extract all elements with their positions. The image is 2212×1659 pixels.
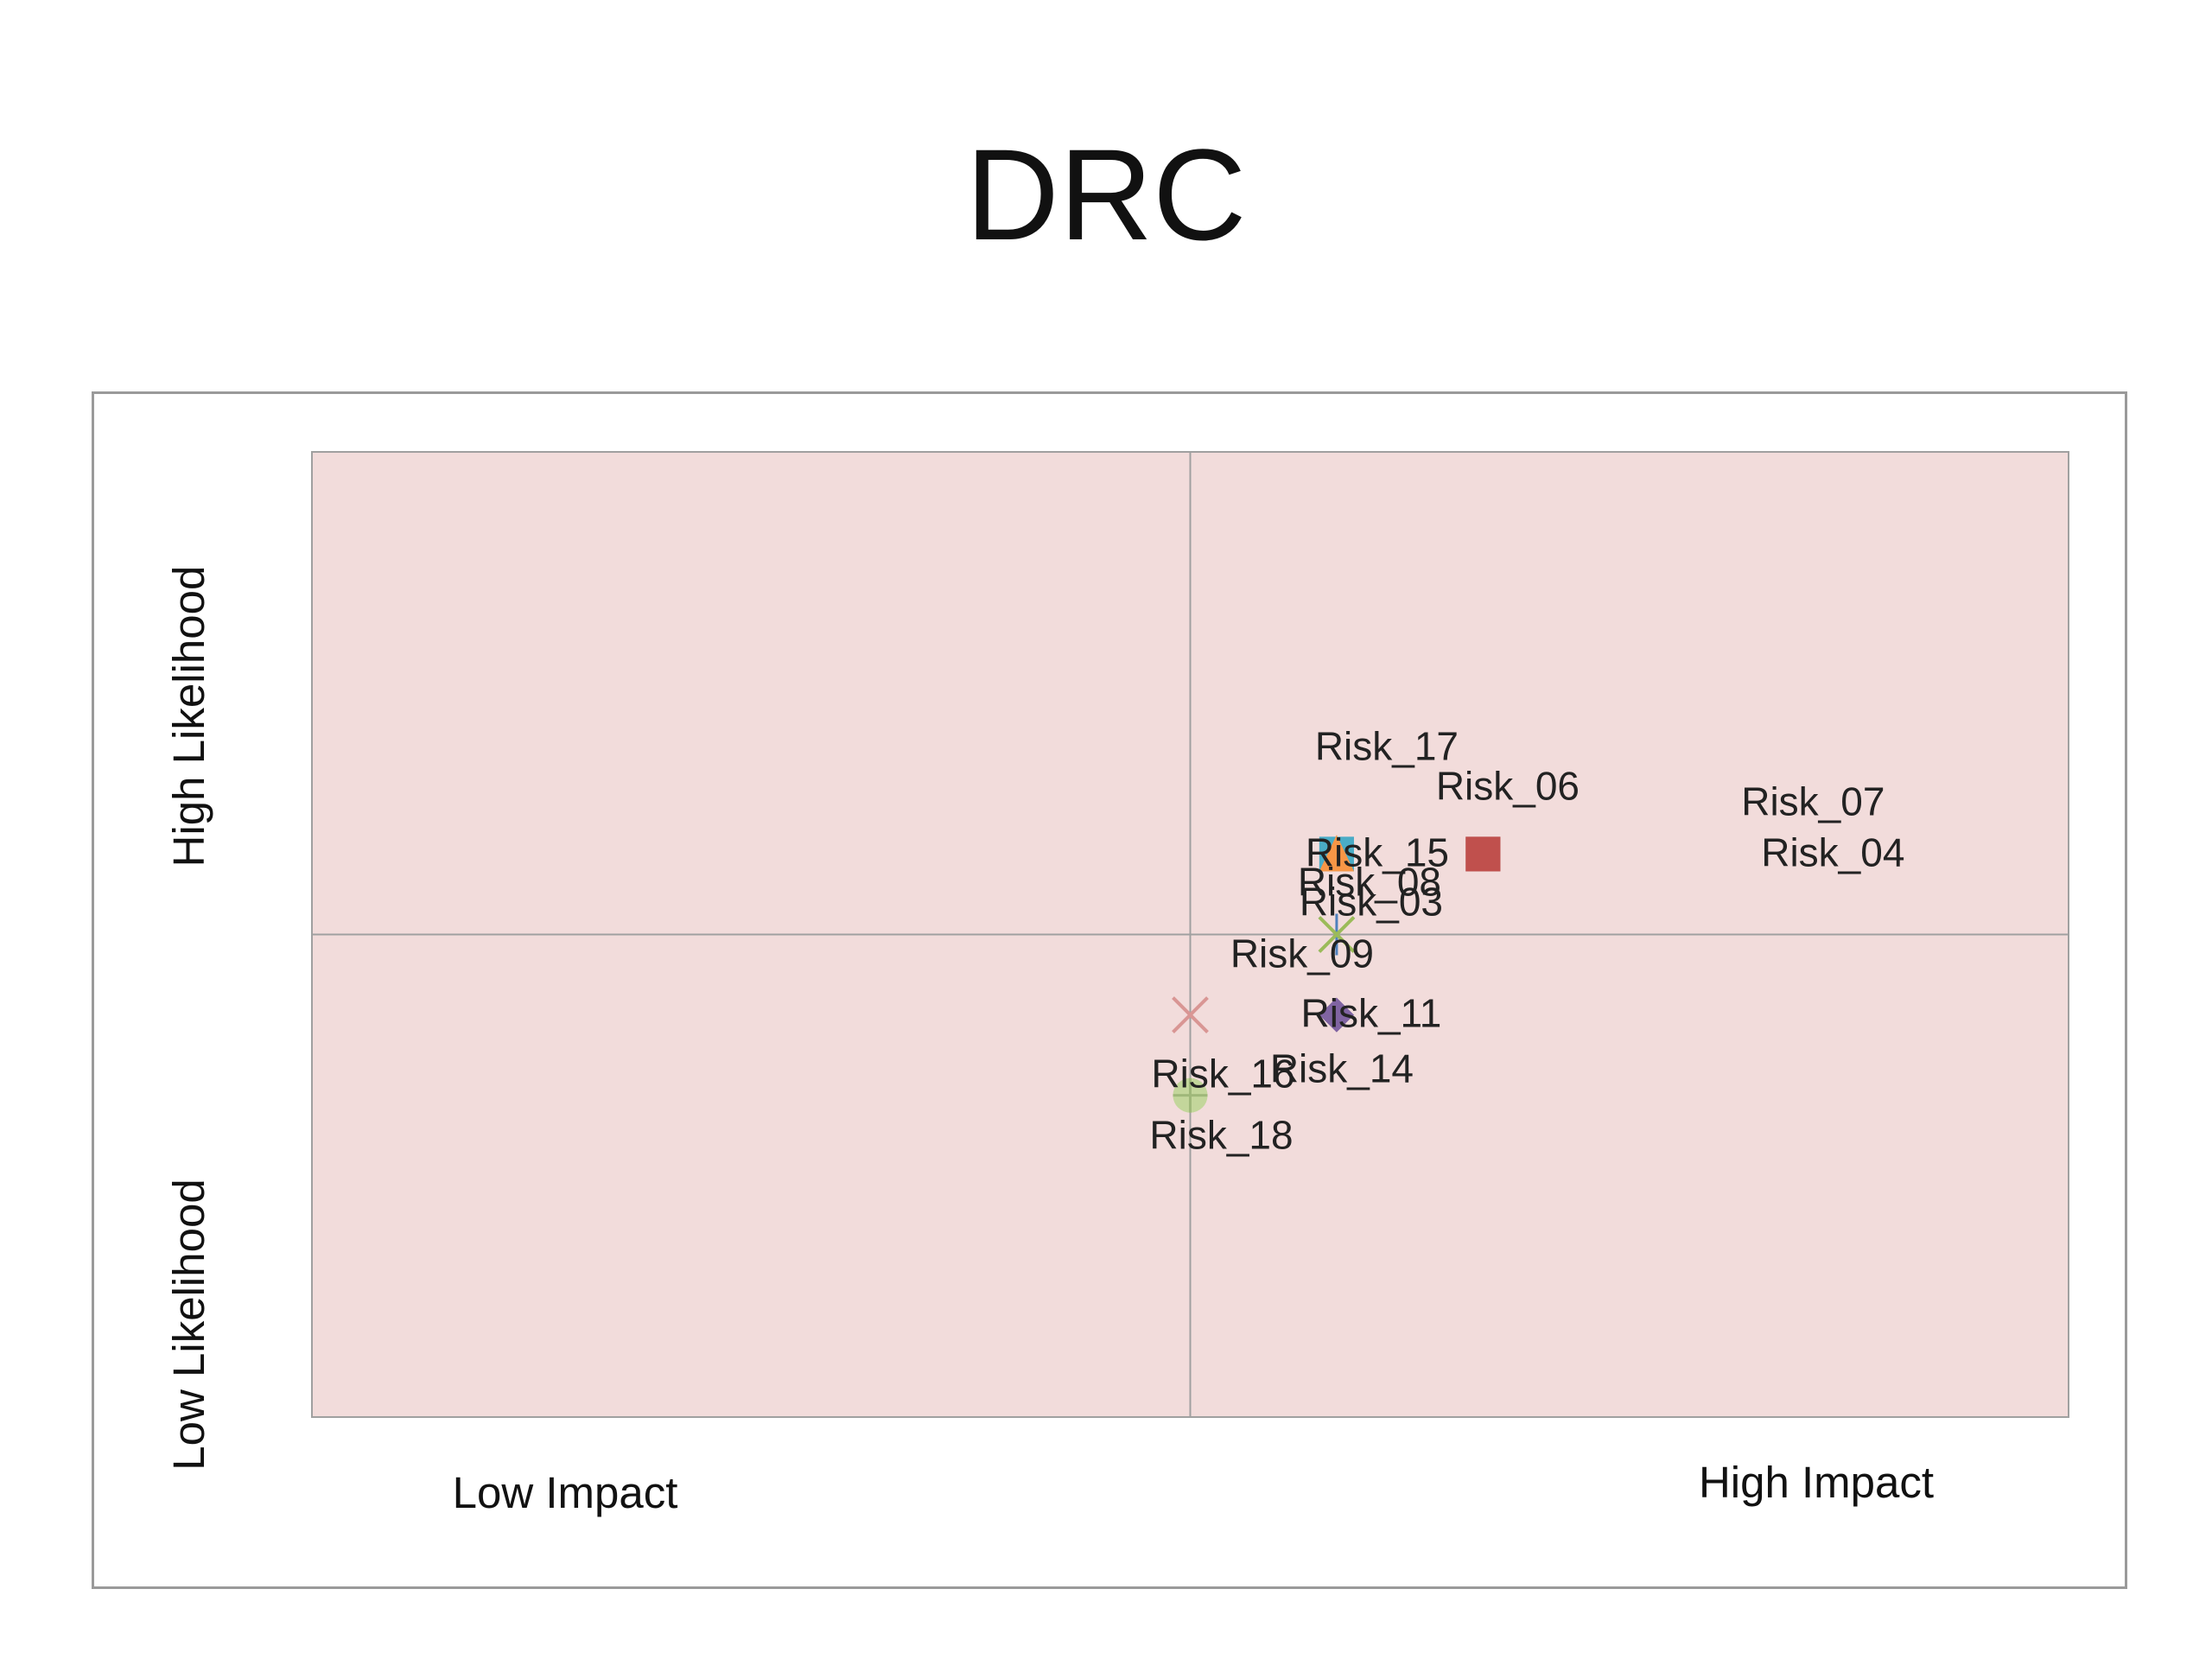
point-marker-risk-11	[1319, 997, 1354, 1033]
point-marker-risk-18	[1173, 1077, 1208, 1113]
point-label-risk-09: Risk_09	[1230, 931, 1374, 976]
point-marker-risk-08	[1319, 835, 1354, 872]
point-label-risk-07: Risk_07	[1741, 779, 1885, 823]
point-label-risk-08: Risk_08	[1298, 859, 1441, 904]
low-likelihood-label: Low Likelihood	[164, 1179, 213, 1470]
point-marker-risk-07	[1465, 836, 1501, 872]
point-marker-risk-16	[1172, 996, 1209, 1033]
point-label-risk-14: Risk_14	[1270, 1046, 1414, 1091]
point-label-risk-03: Risk_03	[1300, 880, 1443, 925]
low-impact-label: Low Impact	[453, 1468, 678, 1517]
point-label-risk-04: Risk_04	[1761, 830, 1904, 874]
marker-layer	[1172, 835, 1501, 1113]
point-label-risk-06: Risk_06	[1436, 763, 1580, 808]
point-label-risk-18: Risk_18	[1149, 1113, 1293, 1158]
chart-area: Risk_17 Risk_06 Risk_07 Risk_15 Risk_04 Risk_…	[92, 391, 2127, 1589]
high-likelihood-label: High Likelihood	[164, 566, 213, 868]
point-label-risk-15: Risk_15	[1306, 830, 1449, 874]
point-marker-risk-09	[1318, 916, 1356, 953]
high-impact-label: High Impact	[1699, 1458, 1934, 1507]
point-label-risk-11: Risk_11	[1301, 991, 1442, 1036]
point-label-risk-16: Risk_16	[1151, 1052, 1294, 1096]
point-label-risk-17: Risk_17	[1315, 723, 1459, 768]
chart-title: DRC	[965, 122, 1247, 267]
